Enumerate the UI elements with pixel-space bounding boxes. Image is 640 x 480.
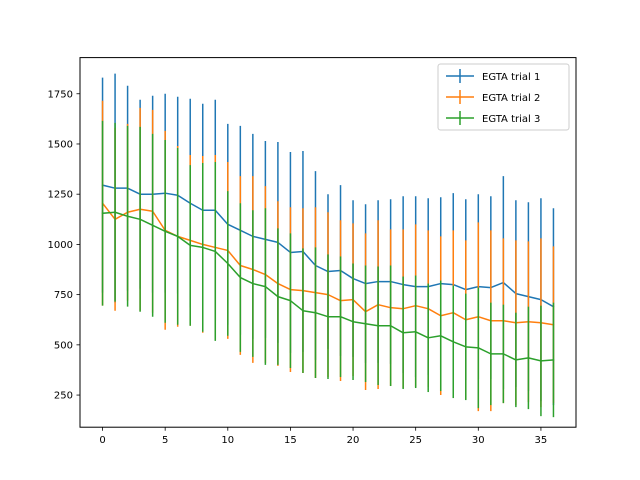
x-tick-label: 0 [99,435,105,446]
legend-label: EGTA trial 2 [482,93,540,104]
y-tick-label: 250 [54,391,73,402]
x-tick-label: 20 [347,435,360,446]
y-tick-label: 1250 [48,190,73,201]
x-tick-label: 35 [535,435,548,446]
x-tick-label: 5 [162,435,168,446]
y-tick-label: 1750 [48,89,73,100]
y-axis: 250 500 750 1000 1250 1500 1750 [48,89,80,402]
legend-label: EGTA trial 1 [482,72,540,83]
series-3 [101,120,555,418]
y-tick-label: 500 [54,340,73,351]
plot-frame [79,57,577,428]
y-tick-label: 750 [54,290,73,301]
x-tick-label: 30 [472,435,485,446]
legend-frame [437,63,570,131]
series-layer [101,73,555,418]
y-tick-label: 1500 [48,139,73,150]
x-tick-label: 15 [284,435,297,446]
legend-label: EGTA trial 3 [482,114,540,125]
x-tick-label: 10 [221,435,234,446]
x-axis: 0 5 10 15 20 25 30 35 [99,427,547,446]
series-3-line [101,211,555,362]
legend: EGTA trial 1 EGTA trial 2 EGTA trial 3 [437,63,570,131]
x-tick-label: 25 [409,435,422,446]
y-tick-label: 1000 [48,240,73,251]
